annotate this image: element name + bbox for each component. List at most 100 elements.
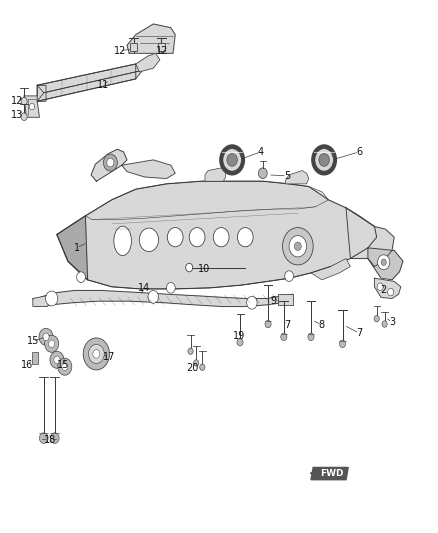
Text: 4: 4 (258, 147, 264, 157)
Circle shape (46, 291, 58, 306)
Text: 1: 1 (74, 243, 80, 253)
Circle shape (21, 113, 27, 120)
Polygon shape (311, 467, 348, 480)
Bar (130, 43, 137, 51)
Circle shape (43, 333, 49, 341)
Text: 7: 7 (284, 320, 290, 330)
Circle shape (285, 271, 293, 281)
Circle shape (378, 255, 390, 270)
Polygon shape (286, 171, 309, 184)
Text: 10: 10 (198, 264, 210, 274)
Text: 18: 18 (44, 435, 57, 445)
Text: 13: 13 (11, 110, 24, 119)
Polygon shape (57, 181, 377, 289)
Circle shape (227, 154, 237, 166)
Polygon shape (368, 248, 403, 280)
Circle shape (49, 340, 55, 348)
Circle shape (148, 290, 159, 303)
Text: 15: 15 (57, 360, 70, 370)
Polygon shape (127, 24, 175, 53)
Circle shape (167, 228, 183, 247)
Polygon shape (37, 70, 142, 101)
Circle shape (200, 364, 205, 370)
Polygon shape (122, 160, 175, 179)
Text: 16: 16 (21, 360, 33, 370)
Ellipse shape (114, 226, 131, 256)
Text: 7: 7 (356, 328, 362, 338)
Circle shape (189, 228, 205, 247)
Bar (32, 352, 38, 364)
Polygon shape (37, 64, 136, 101)
Text: 20: 20 (187, 363, 199, 373)
Polygon shape (57, 216, 88, 280)
Circle shape (166, 282, 175, 293)
Polygon shape (311, 259, 350, 280)
Circle shape (220, 145, 244, 175)
Circle shape (54, 356, 60, 364)
Circle shape (339, 340, 346, 348)
Text: 12: 12 (156, 46, 168, 55)
Circle shape (258, 168, 267, 179)
Circle shape (194, 360, 199, 366)
Circle shape (281, 333, 287, 341)
Circle shape (289, 236, 307, 257)
Polygon shape (91, 149, 127, 181)
Circle shape (388, 288, 394, 296)
Text: 15: 15 (27, 336, 39, 346)
Polygon shape (33, 296, 52, 306)
Polygon shape (136, 53, 160, 72)
Circle shape (62, 363, 68, 370)
Polygon shape (24, 85, 46, 117)
Circle shape (139, 228, 159, 252)
Circle shape (107, 158, 114, 167)
Circle shape (50, 351, 64, 368)
Polygon shape (278, 294, 293, 305)
Circle shape (77, 272, 85, 282)
Circle shape (223, 149, 241, 171)
Circle shape (83, 338, 110, 370)
Circle shape (319, 154, 329, 166)
Circle shape (39, 433, 48, 443)
Circle shape (58, 358, 72, 375)
Text: 9: 9 (271, 296, 277, 306)
Text: FWD: FWD (320, 469, 343, 478)
Circle shape (382, 321, 387, 327)
Circle shape (247, 296, 257, 309)
Circle shape (237, 228, 253, 247)
Circle shape (237, 338, 243, 346)
Circle shape (93, 350, 100, 358)
Circle shape (50, 433, 59, 443)
Polygon shape (374, 278, 401, 298)
Circle shape (377, 283, 383, 290)
Text: 8: 8 (319, 320, 325, 330)
Polygon shape (37, 64, 142, 93)
Circle shape (88, 344, 104, 364)
Circle shape (188, 348, 193, 354)
Circle shape (39, 328, 53, 345)
Circle shape (381, 259, 386, 265)
Polygon shape (85, 181, 328, 220)
Circle shape (21, 98, 27, 105)
Text: 5: 5 (284, 171, 290, 181)
Circle shape (29, 103, 35, 110)
Circle shape (265, 320, 271, 328)
Circle shape (374, 316, 379, 322)
Circle shape (213, 228, 229, 247)
Circle shape (186, 263, 193, 272)
Circle shape (294, 242, 301, 251)
Polygon shape (346, 208, 394, 266)
Bar (158, 43, 165, 51)
Circle shape (103, 154, 117, 171)
Circle shape (315, 149, 333, 171)
Circle shape (45, 335, 59, 352)
Circle shape (312, 145, 336, 175)
Polygon shape (33, 290, 293, 306)
Text: 11: 11 (97, 80, 109, 90)
Text: 12: 12 (11, 96, 24, 106)
Text: 3: 3 (389, 318, 395, 327)
Text: 14: 14 (138, 283, 151, 293)
Text: 19: 19 (233, 331, 245, 341)
Text: 6: 6 (356, 147, 362, 157)
Circle shape (308, 333, 314, 341)
Polygon shape (205, 168, 226, 181)
